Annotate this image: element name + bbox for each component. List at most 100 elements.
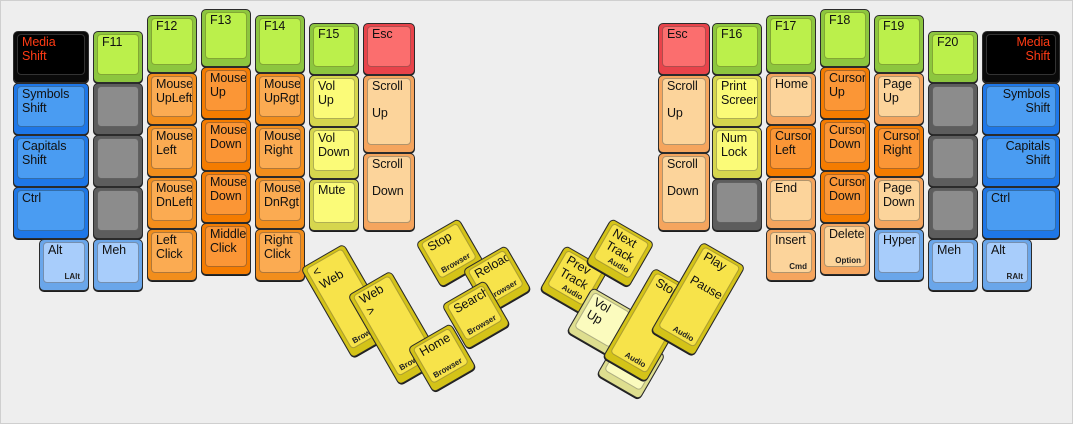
key-f13[interactable]: F13 bbox=[201, 9, 251, 67]
key-mouse-down-left[interactable]: Mouse DnLeft bbox=[147, 177, 197, 229]
key-cursor-up[interactable]: Cursor Up bbox=[820, 67, 870, 119]
key-home[interactable]: Home bbox=[766, 73, 816, 125]
key-f15[interactable]: F15 bbox=[309, 23, 359, 75]
key-f18[interactable]: F18 bbox=[820, 9, 870, 67]
key-f11[interactable]: F11 bbox=[93, 31, 143, 83]
key-cursor-left[interactable]: Cursor Left bbox=[766, 125, 816, 177]
key-blank-r4[interactable] bbox=[928, 187, 978, 239]
key-f19[interactable]: F19 bbox=[874, 15, 924, 73]
keycap-surface: Media Shift bbox=[986, 34, 1056, 75]
key-media-shift-right[interactable]: Media Shift bbox=[982, 31, 1060, 83]
key-capitals-shift-left[interactable]: Capitals Shift bbox=[13, 135, 89, 187]
keycap-surface: Scroll Up bbox=[367, 78, 411, 145]
keycap-surface: F16 bbox=[716, 26, 758, 67]
key-end[interactable]: End bbox=[766, 177, 816, 229]
keycap-surface bbox=[932, 86, 974, 127]
key-sublabel: Option bbox=[835, 256, 861, 265]
key-cursor-right[interactable]: Cursor Right bbox=[874, 125, 924, 177]
key-mouse-down-1[interactable]: Mouse Down bbox=[201, 119, 251, 171]
keycap-surface: Page Down bbox=[878, 180, 920, 221]
key-label: Symbols Shift bbox=[1002, 87, 1050, 115]
key-print-screen[interactable]: Print Screen bbox=[712, 75, 762, 127]
key-symbols-shift-left[interactable]: Symbols Shift bbox=[13, 83, 89, 135]
keycap-surface bbox=[932, 190, 974, 231]
key-label: Hyper bbox=[883, 233, 916, 247]
key-label: Delete bbox=[829, 227, 865, 241]
key-label: Vol Down bbox=[318, 131, 350, 159]
keycap-surface: Page Up bbox=[878, 76, 920, 117]
key-hyper[interactable]: Hyper bbox=[874, 229, 924, 281]
key-blank-l1[interactable] bbox=[93, 83, 143, 135]
key-right-click[interactable]: Right Click bbox=[255, 229, 305, 281]
key-page-down[interactable]: Page Down bbox=[874, 177, 924, 229]
key-label: Alt bbox=[48, 243, 63, 257]
key-label: Middle Click bbox=[210, 227, 247, 255]
key-alt-right[interactable]: Alt RAlt bbox=[982, 239, 1032, 291]
key-label: Web > bbox=[357, 281, 386, 319]
key-scroll-up-left[interactable]: Scroll Up bbox=[363, 75, 415, 153]
keycap-surface: Scroll Up bbox=[662, 78, 706, 145]
key-capitals-shift-right[interactable]: Capitals Shift bbox=[982, 135, 1060, 187]
key-scroll-up-right[interactable]: Scroll Up bbox=[658, 75, 710, 153]
keycap-surface: Middle Click bbox=[205, 226, 247, 267]
key-f16[interactable]: F16 bbox=[712, 23, 762, 75]
key-label: F19 bbox=[883, 19, 905, 33]
keycap-surface bbox=[97, 190, 139, 231]
keycap-surface: Home bbox=[770, 76, 812, 117]
keycap-surface: Print Screen bbox=[716, 78, 758, 119]
key-mute-left[interactable]: Mute bbox=[309, 179, 359, 231]
key-label: Mouse Down bbox=[210, 175, 247, 203]
key-blank-r1[interactable] bbox=[928, 83, 978, 135]
key-mouse-down-right[interactable]: Mouse DnRgt bbox=[255, 177, 305, 229]
key-vol-up-left[interactable]: Vol Up bbox=[309, 75, 359, 127]
key-blank-r2[interactable] bbox=[928, 135, 978, 187]
key-esc-left[interactable]: Esc bbox=[363, 23, 415, 75]
key-cursor-down-1[interactable]: Cursor Down bbox=[820, 119, 870, 171]
key-f14[interactable]: F14 bbox=[255, 15, 305, 73]
key-scroll-down-left[interactable]: Scroll Down bbox=[363, 153, 415, 231]
key-sublabel: Audio bbox=[623, 350, 648, 370]
keycap-surface: Hyper bbox=[878, 232, 920, 273]
key-label: Stop bbox=[425, 229, 455, 255]
key-middle-click[interactable]: Middle Click bbox=[201, 223, 251, 275]
key-cursor-down-2[interactable]: Cursor Down bbox=[820, 171, 870, 223]
key-meh-left[interactable]: Meh bbox=[93, 239, 143, 291]
key-sublabel: Cmd bbox=[789, 262, 807, 271]
key-blank-l3[interactable] bbox=[93, 187, 143, 239]
key-label: F15 bbox=[318, 27, 340, 41]
keycap-surface: Alt RAlt bbox=[986, 242, 1028, 283]
key-blank-r3[interactable] bbox=[712, 179, 762, 231]
key-meh-right[interactable]: Meh bbox=[928, 239, 978, 291]
key-f12[interactable]: F12 bbox=[147, 15, 197, 73]
key-label: < Web bbox=[310, 263, 346, 292]
key-label: End bbox=[775, 181, 797, 195]
key-mouse-left[interactable]: Mouse Left bbox=[147, 125, 197, 177]
keycap-surface: F15 bbox=[313, 26, 355, 67]
keycap-surface: Mouse Down bbox=[205, 122, 247, 163]
key-scroll-down-right[interactable]: Scroll Down bbox=[658, 153, 710, 231]
key-mouse-up[interactable]: Mouse Up bbox=[201, 67, 251, 119]
key-ctrl-left[interactable]: Ctrl bbox=[13, 187, 89, 239]
key-delete[interactable]: Delete Option bbox=[820, 223, 870, 275]
keycap-surface: Mouse UpLeft bbox=[151, 76, 193, 117]
keycap-surface: Insert Cmd bbox=[770, 232, 812, 273]
key-mouse-up-right[interactable]: Mouse UpRgt bbox=[255, 73, 305, 125]
key-ctrl-right[interactable]: Ctrl bbox=[982, 187, 1060, 239]
key-f17[interactable]: F17 bbox=[766, 15, 816, 73]
key-insert[interactable]: Insert Cmd bbox=[766, 229, 816, 281]
key-left-click[interactable]: Left Click bbox=[147, 229, 197, 281]
key-alt-left[interactable]: Alt LAlt bbox=[39, 239, 89, 291]
keycap-surface: F20 bbox=[932, 34, 974, 75]
key-page-up[interactable]: Page Up bbox=[874, 73, 924, 125]
key-blank-l2[interactable] bbox=[93, 135, 143, 187]
key-symbols-shift-right[interactable]: Symbols Shift bbox=[982, 83, 1060, 135]
key-vol-down-left[interactable]: Vol Down bbox=[309, 127, 359, 179]
key-mouse-down-2[interactable]: Mouse Down bbox=[201, 171, 251, 223]
key-label: Search bbox=[451, 284, 492, 317]
key-esc-right[interactable]: Esc bbox=[658, 23, 710, 75]
key-f20[interactable]: F20 bbox=[928, 31, 978, 83]
key-mouse-right[interactable]: Mouse Right bbox=[255, 125, 305, 177]
key-media-shift-left[interactable]: Media Shift bbox=[13, 31, 89, 83]
key-mouse-up-left[interactable]: Mouse UpLeft bbox=[147, 73, 197, 125]
key-num-lock[interactable]: Num Lock bbox=[712, 127, 762, 179]
